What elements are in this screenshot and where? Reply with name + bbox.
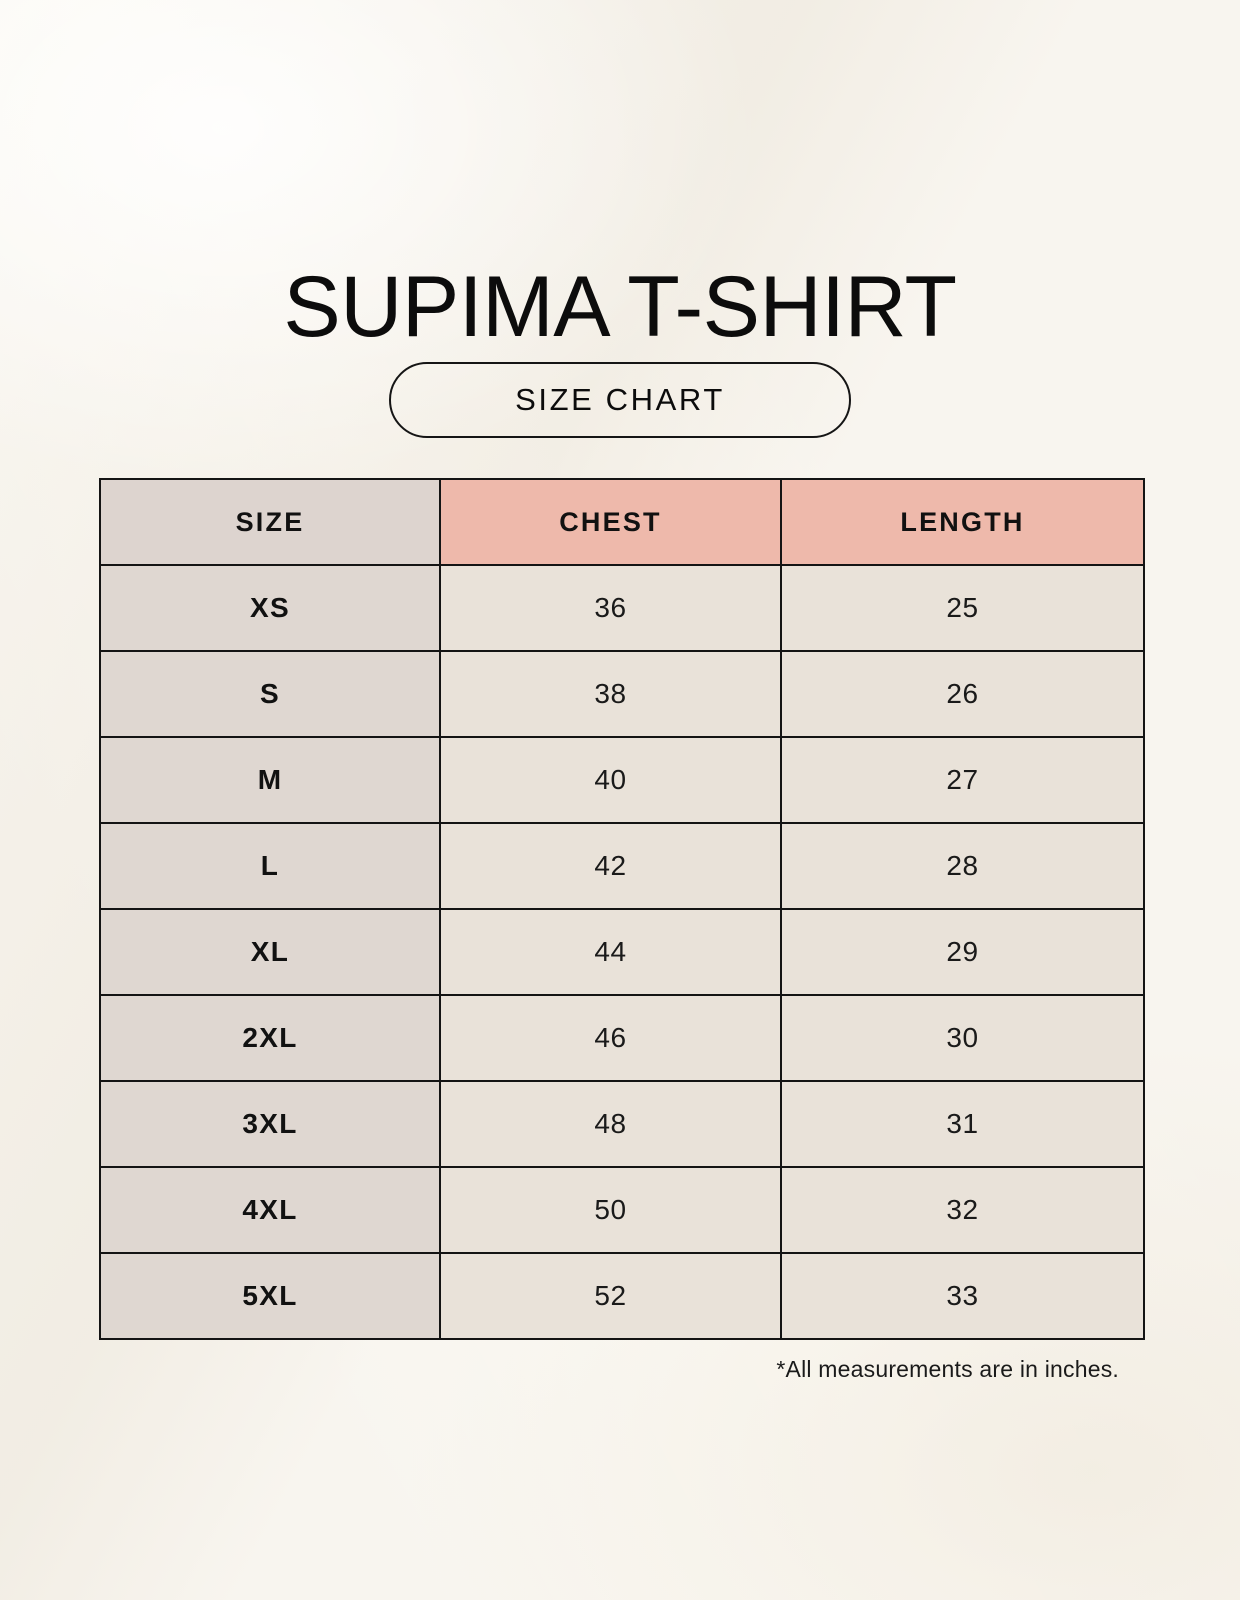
cell-length: 32 [780,1166,1145,1254]
table-row: XS 36 25 [99,564,1145,652]
table-row: 4XL 50 32 [99,1166,1145,1254]
cell-length: 29 [780,908,1145,996]
cell-length: 28 [780,822,1145,910]
size-table-container: SIZE CHEST LENGTH XS 36 25 S 38 26 M 40 27 L 42 28 X… [99,478,1145,1340]
table-row: S 38 26 [99,650,1145,738]
cell-chest: 48 [439,1080,782,1168]
cell-size: L [99,822,441,910]
cell-chest: 36 [439,564,782,652]
cell-chest: 46 [439,994,782,1082]
cell-length: 31 [780,1080,1145,1168]
cell-length: 27 [780,736,1145,824]
cell-size: S [99,650,441,738]
table-body: XS 36 25 S 38 26 M 40 27 L 42 28 XL 44 29 2XL 46 30 3XL 48 3… [99,564,1145,1340]
cell-size: 3XL [99,1080,441,1168]
cell-length: 26 [780,650,1145,738]
cell-chest: 52 [439,1252,782,1340]
size-chart-badge-label: SIZE CHART [515,382,725,417]
page-title: SUPIMA T-SHIRT [283,258,957,355]
cell-length: 25 [780,564,1145,652]
table-row: 5XL 52 33 [99,1252,1145,1340]
measurement-footnote: *All measurements are in inches. [776,1356,1119,1382]
column-header-size: SIZE [99,478,441,566]
badge-container: SIZE CHART [0,362,1240,438]
cell-length: 33 [780,1252,1145,1340]
table-row: L 42 28 [99,822,1145,910]
cell-size: 2XL [99,994,441,1082]
cell-size: XL [99,908,441,996]
table-row: XL 44 29 [99,908,1145,996]
cell-size: M [99,736,441,824]
cell-chest: 38 [439,650,782,738]
cell-chest: 42 [439,822,782,910]
cell-size: 4XL [99,1166,441,1254]
table-row: 2XL 46 30 [99,994,1145,1082]
cell-length: 30 [780,994,1145,1082]
cell-chest: 44 [439,908,782,996]
table-header-row: SIZE CHEST LENGTH [99,478,1145,566]
table-row: M 40 27 [99,736,1145,824]
cell-chest: 40 [439,736,782,824]
size-chart-table: SIZE CHEST LENGTH XS 36 25 S 38 26 M 40 27 L 42 28 X… [99,478,1145,1340]
column-header-length: LENGTH [780,478,1145,566]
size-chart-badge: SIZE CHART [389,362,851,438]
table-row: 3XL 48 31 [99,1080,1145,1168]
cell-size: XS [99,564,441,652]
column-header-chest: CHEST [439,478,782,566]
cell-chest: 50 [439,1166,782,1254]
cell-size: 5XL [99,1252,441,1340]
